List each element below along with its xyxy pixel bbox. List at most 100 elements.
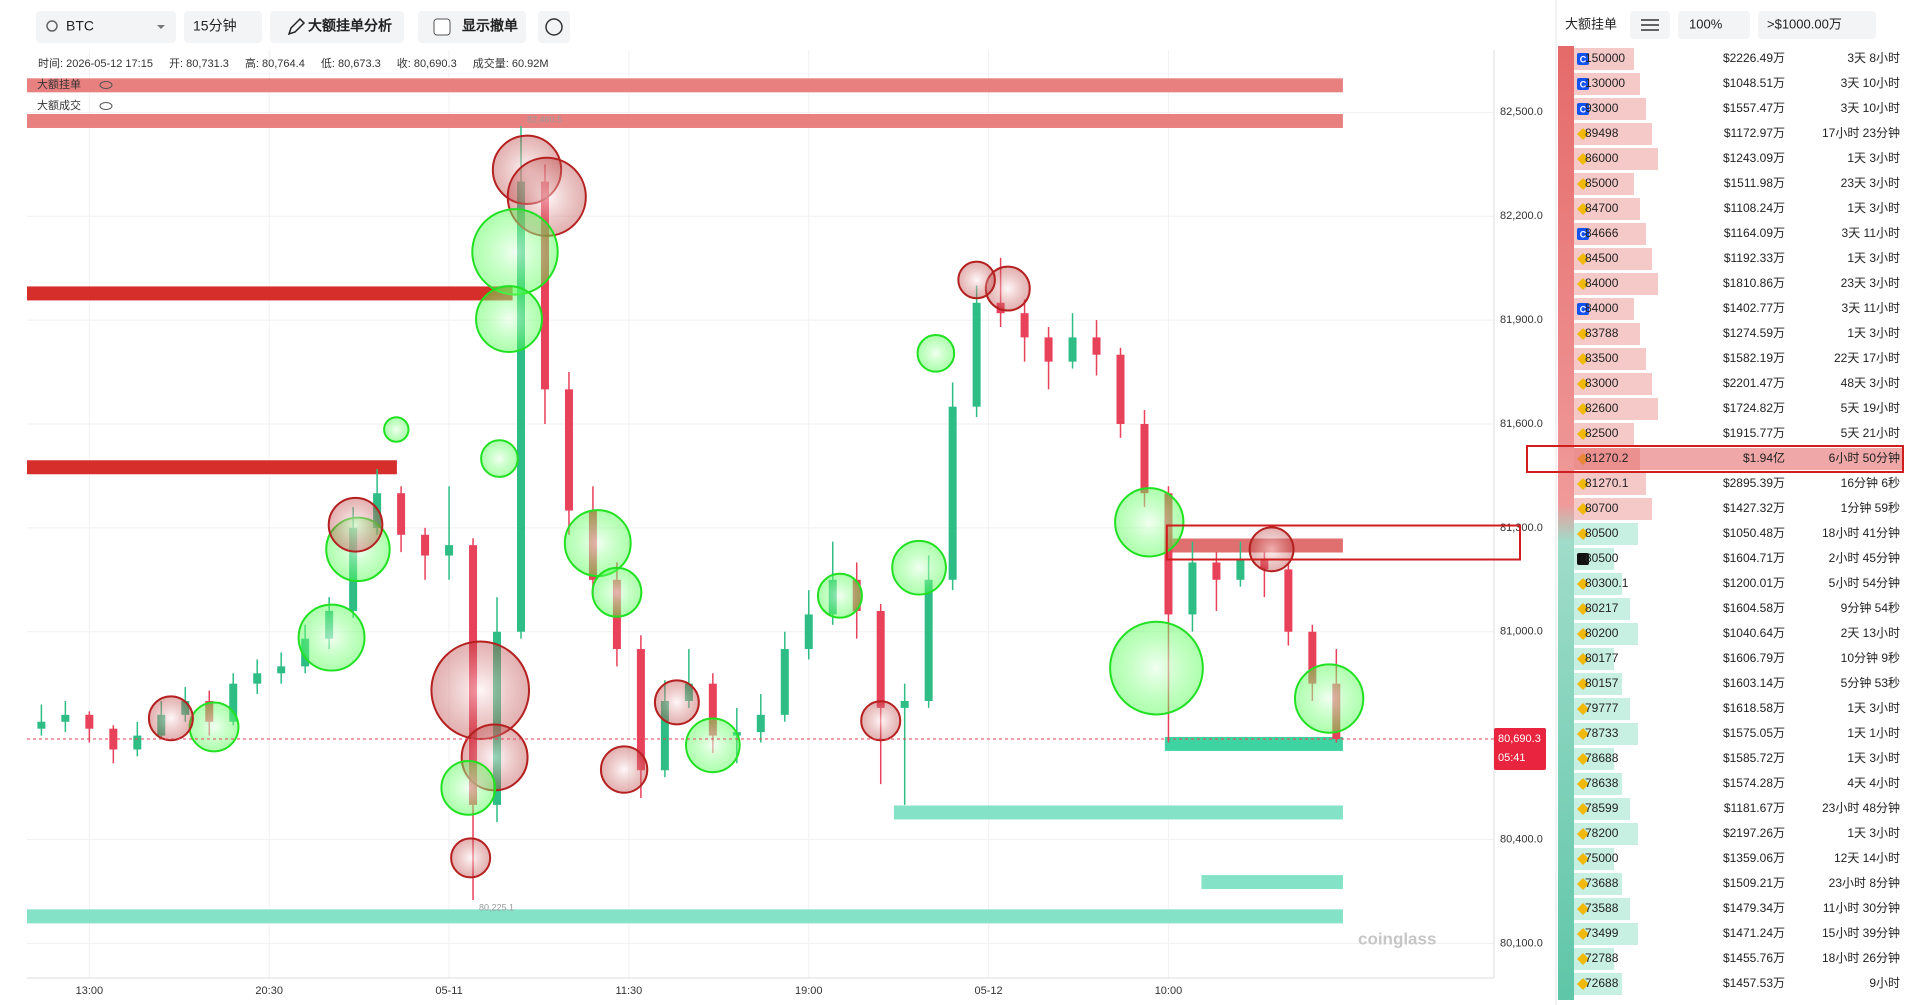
- trade-bubble: [1109, 620, 1204, 716]
- row-price: 84700: [1585, 201, 1619, 215]
- row-age: 1天 3小时: [1847, 826, 1900, 840]
- order-wall: [27, 113, 1343, 128]
- y-tick-label: 81,000.0: [1500, 626, 1543, 638]
- exchange-icon: [1577, 728, 1589, 740]
- y-tick-label: 80,100.0: [1500, 937, 1543, 949]
- candle-body: [37, 721, 46, 729]
- row-age: 3天 8小时: [1847, 51, 1900, 65]
- zoom-select[interactable]: [1678, 11, 1750, 39]
- row-age: 10分钟 9秒: [1841, 650, 1900, 665]
- orderbook-row: 83000 $2201.47万 48天 3小时: [1574, 373, 1900, 395]
- row-price: 78599: [1585, 801, 1619, 815]
- row-amount: $1172.97万: [1724, 126, 1785, 140]
- row-bar: [1574, 323, 1640, 345]
- row-bar: [1574, 248, 1652, 270]
- row-bar: [1574, 473, 1646, 495]
- checkbox[interactable]: [433, 18, 451, 36]
- row-amount: $1243.09万: [1723, 151, 1785, 165]
- zoom: 100%: [1689, 16, 1723, 31]
- row-price: 78733: [1585, 726, 1619, 740]
- interval: 15分钟: [193, 18, 237, 34]
- candle-body: [1092, 337, 1101, 355]
- trade-bubble: [1248, 526, 1295, 573]
- eye-icon: [99, 81, 113, 89]
- orderbook-row: 73688 $1509.21万 23小时 8分钟: [1574, 873, 1900, 895]
- info-item: 开: 80,731.3: [169, 58, 229, 70]
- row-amount: $1402.77万: [1723, 301, 1785, 315]
- exchange-icon: [1577, 178, 1589, 190]
- trade-bubble: [860, 700, 902, 742]
- row-amount: $1455.76万: [1723, 951, 1785, 965]
- candle-body: [445, 545, 454, 556]
- exchange-icon: [1577, 278, 1589, 290]
- row-age: 16分钟 6秒: [1841, 475, 1900, 490]
- row-amount: $1192.33万: [1724, 251, 1785, 265]
- interval-select[interactable]: [184, 11, 262, 43]
- symbol-select[interactable]: [36, 11, 176, 43]
- row-bar: [1574, 698, 1630, 720]
- row-amount: $1724.82万: [1723, 401, 1785, 415]
- exchange-icon: [1577, 203, 1589, 215]
- orderbook-row: 80500 $1050.48万 18小时 41分钟: [1574, 523, 1900, 545]
- orderbook-row: 80177 $1606.79万 10分钟 9秒: [1574, 648, 1900, 670]
- filter-select[interactable]: [1758, 11, 1876, 39]
- candle-body: [660, 700, 669, 771]
- x-tick-label: 11:30: [616, 985, 643, 997]
- palette-button[interactable]: [538, 11, 570, 43]
- row-price: 78638: [1585, 776, 1619, 790]
- trade-bubble: [147, 695, 194, 742]
- row-bar: [1574, 223, 1646, 245]
- analysis-label: 大额挂单分析: [308, 18, 392, 34]
- row-age: 5天 21小时: [1841, 426, 1900, 440]
- chart: 82,500.0 82,200.0 81,900.0 81,600.0 81,300.0…: [27, 50, 1546, 997]
- orderbook-row: 82500 $1915.77万 5天 21小时: [1574, 423, 1900, 445]
- exchange-icon: [1577, 103, 1589, 115]
- row-price: 80157: [1585, 676, 1619, 690]
- pencil-icon: [287, 17, 306, 36]
- orderbook-row: 80200 $1040.64万 2天 13小时: [1574, 623, 1900, 645]
- y-tick-label: 80,400.0: [1500, 833, 1543, 845]
- exchange-letter: C: [1580, 104, 1587, 114]
- exchange-icon: [1577, 353, 1589, 365]
- row-amount: $2197.26万: [1723, 826, 1785, 840]
- orderbook-row: 86000 $1243.09万 1天 3小时: [1574, 148, 1900, 170]
- row-amount: $1359.06万: [1723, 851, 1785, 865]
- candle-body: [1308, 631, 1317, 684]
- x-tick-label: 19:00: [795, 985, 823, 997]
- row-age: 23天 3小时: [1841, 276, 1900, 290]
- row-price: 80177: [1585, 651, 1619, 665]
- orderbook-row: 80157 $1603.14万 5分钟 53秒: [1574, 673, 1900, 695]
- orderbook-row: 81270.1 $2895.39万 16分钟 6秒: [1574, 473, 1900, 495]
- cancel-label: 显示撤单: [462, 18, 518, 34]
- x-tick-label: 13:00: [76, 985, 104, 997]
- candle-body: [229, 683, 238, 722]
- trade-bubble: [591, 566, 643, 618]
- row-age: 18小时 26分钟: [1822, 950, 1900, 965]
- row-age: 1天 3小时: [1847, 701, 1900, 715]
- palette-icon: [545, 18, 563, 36]
- analysis-button[interactable]: [270, 11, 404, 43]
- order-wall: [1201, 875, 1343, 890]
- row-amount: $1604.58万: [1723, 601, 1785, 615]
- trade-bubble: [430, 640, 531, 741]
- row-bar: [1574, 498, 1652, 520]
- row-price: 93000: [1585, 101, 1619, 115]
- trade-bubble: [475, 285, 543, 353]
- exchange-icon: [1577, 303, 1589, 315]
- row-highlight-box: [1526, 445, 1904, 473]
- row-bar: [1574, 798, 1630, 820]
- info-bar: 时间: 2026-05-12 17:15 开: 80,731.3 高: 80,764…: [38, 56, 549, 70]
- row-bar: [1574, 648, 1614, 670]
- candle-body: [277, 666, 286, 674]
- row-bar: [1574, 173, 1634, 195]
- row-amount: $1040.64万: [1723, 626, 1785, 640]
- row-price: 80500: [1585, 526, 1619, 540]
- exchange-icon: [1577, 953, 1589, 965]
- row-amount: $1557.47万: [1723, 101, 1785, 115]
- row-age: 17小时 23分钟: [1822, 125, 1900, 140]
- row-age: 6小时 50分钟: [1829, 450, 1900, 465]
- exchange-icon: [1577, 403, 1589, 415]
